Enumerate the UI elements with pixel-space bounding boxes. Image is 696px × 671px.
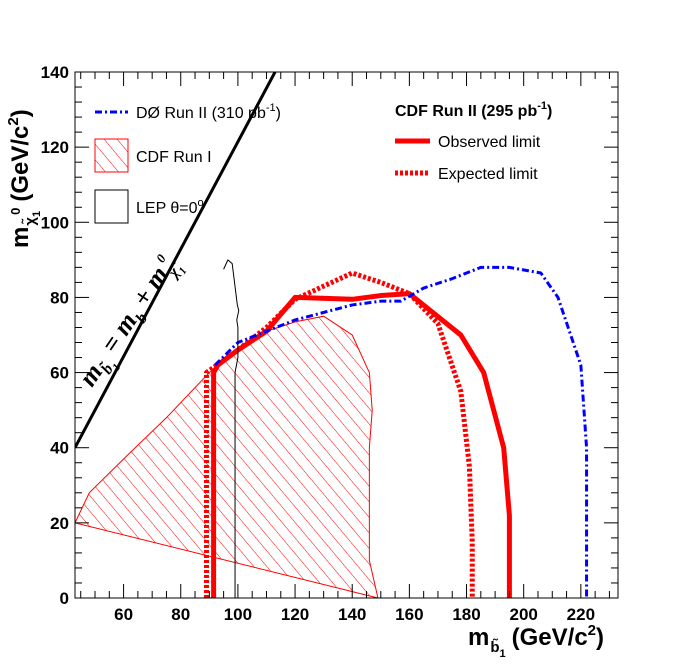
series-observed-line	[211, 291, 512, 598]
y-tick-label: 0	[60, 589, 69, 608]
x-tick-label: 220	[567, 605, 595, 624]
legend-lep-label: LEP θ=0o	[136, 197, 204, 217]
y-tick-label: 100	[41, 213, 69, 232]
y-axis-title: mχ̃10(GeV/c2)	[5, 109, 43, 248]
x-tick-label: 60	[114, 605, 133, 624]
x-axis-title: mb̃1(GeV/c2)	[468, 622, 604, 660]
plot-area	[75, 72, 589, 598]
legend-cdf1-swatch	[94, 138, 129, 173]
x-tick-label: 80	[171, 605, 190, 624]
legend-expected-label: Expected limit	[438, 166, 538, 183]
cdf-run1-region	[75, 315, 379, 598]
x-tick-label: 140	[338, 605, 366, 624]
x-tick-label: 200	[510, 605, 538, 624]
tick-layer: 60 80 100 120 140 160 180 200 220 0 20 40 60 80 100 120…	[41, 63, 618, 624]
y-tick-label: 60	[50, 364, 69, 383]
legend-left: DØ Run II (310 pb-1) CDF Run I LEP θ=0o	[94, 102, 281, 224]
series-d0-line	[213, 265, 589, 598]
series-lep-line	[223, 259, 240, 598]
y-tick-label: 80	[50, 288, 69, 307]
y-tick-label: 20	[50, 514, 69, 533]
y-tick-label: 40	[50, 439, 69, 458]
x-tick-label: 180	[452, 605, 480, 624]
legend-observed-label: Observed limit	[438, 134, 541, 151]
legend-right: CDF Run II (295 pb-1) Observed limit Exp…	[395, 100, 552, 183]
kinematic-limit-line	[75, 72, 277, 449]
series-expected-line	[203, 270, 475, 598]
legend-lep-swatch	[94, 189, 129, 224]
y-tick-label: 120	[41, 138, 69, 157]
x-tick-label: 120	[281, 605, 309, 624]
x-tick-label: 100	[224, 605, 252, 624]
x-tick-label: 160	[395, 605, 423, 624]
plot-frame	[74, 71, 619, 599]
legend-d0-label: DØ Run II (310 pb-1)	[136, 102, 281, 122]
legend-cdf2-header: CDF Run II (295 pb-1)	[395, 100, 552, 120]
y-tick-label: 140	[41, 63, 69, 82]
legend-cdf1-label: CDF Run I	[136, 149, 212, 166]
